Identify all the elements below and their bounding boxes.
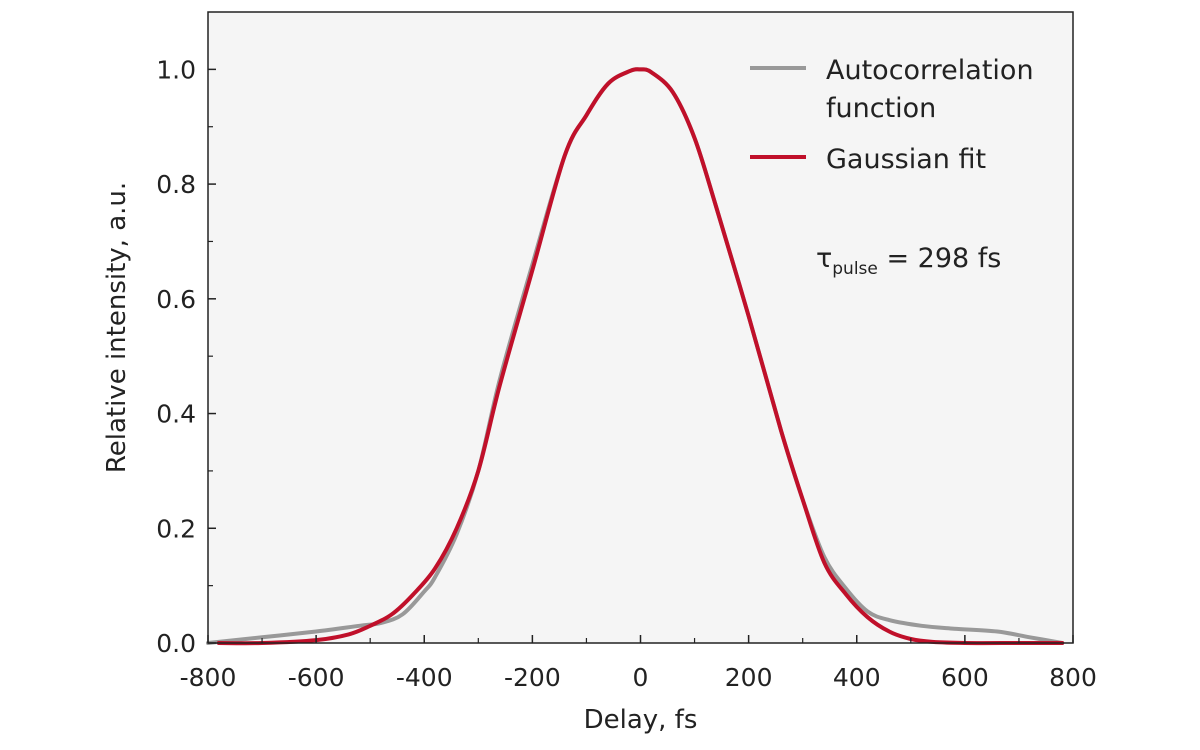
legend-label-autocorrelation-line1: Autocorrelation (826, 55, 1034, 86)
x-tick-label: -400 (396, 663, 453, 692)
ticks-layer: -800 -600 -400 -200 0 200 400 600 800 0.0 0.2 0.4 0.… (156, 55, 1097, 692)
x-tick-label: 600 (941, 663, 989, 692)
legend-label-autocorrelation-line2: function (826, 93, 936, 124)
y-tick-label: 0.8 (156, 170, 196, 199)
gaussian-fit-line (216, 67, 1065, 646)
x-tick-label: 0 (633, 663, 649, 692)
plot-area-background (208, 12, 1073, 643)
tau-symbol: τ (816, 243, 832, 274)
x-axis-label: Delay, fs (584, 705, 698, 735)
legend: Autocorrelation function Gaussian fit (750, 55, 1034, 175)
y-tick-label: 0.2 (156, 514, 196, 543)
y-tick-label: 0.0 (156, 629, 196, 658)
x-tick-label: 400 (833, 663, 881, 692)
y-tick-label: 0.6 (156, 285, 196, 314)
x-tick-label: -200 (504, 663, 561, 692)
y-axis-label: Relative intensity, a.u. (102, 182, 132, 473)
x-tick-label: 200 (725, 663, 773, 692)
x-tick-label: 800 (1049, 663, 1097, 692)
pulse-duration-value: = 298 fs (878, 243, 1001, 274)
y-tick-label: 0.4 (156, 400, 196, 429)
series-layer (206, 67, 1065, 646)
y-tick-label: 1.0 (156, 55, 196, 84)
pulse-duration-annotation: τpulse = 298 fs (816, 243, 1001, 279)
x-tick-label: -800 (180, 663, 237, 692)
x-tick-label: -600 (288, 663, 345, 692)
pulse-subscript: pulse (832, 259, 878, 279)
legend-label-gaussian-fit: Gaussian fit (826, 144, 986, 175)
